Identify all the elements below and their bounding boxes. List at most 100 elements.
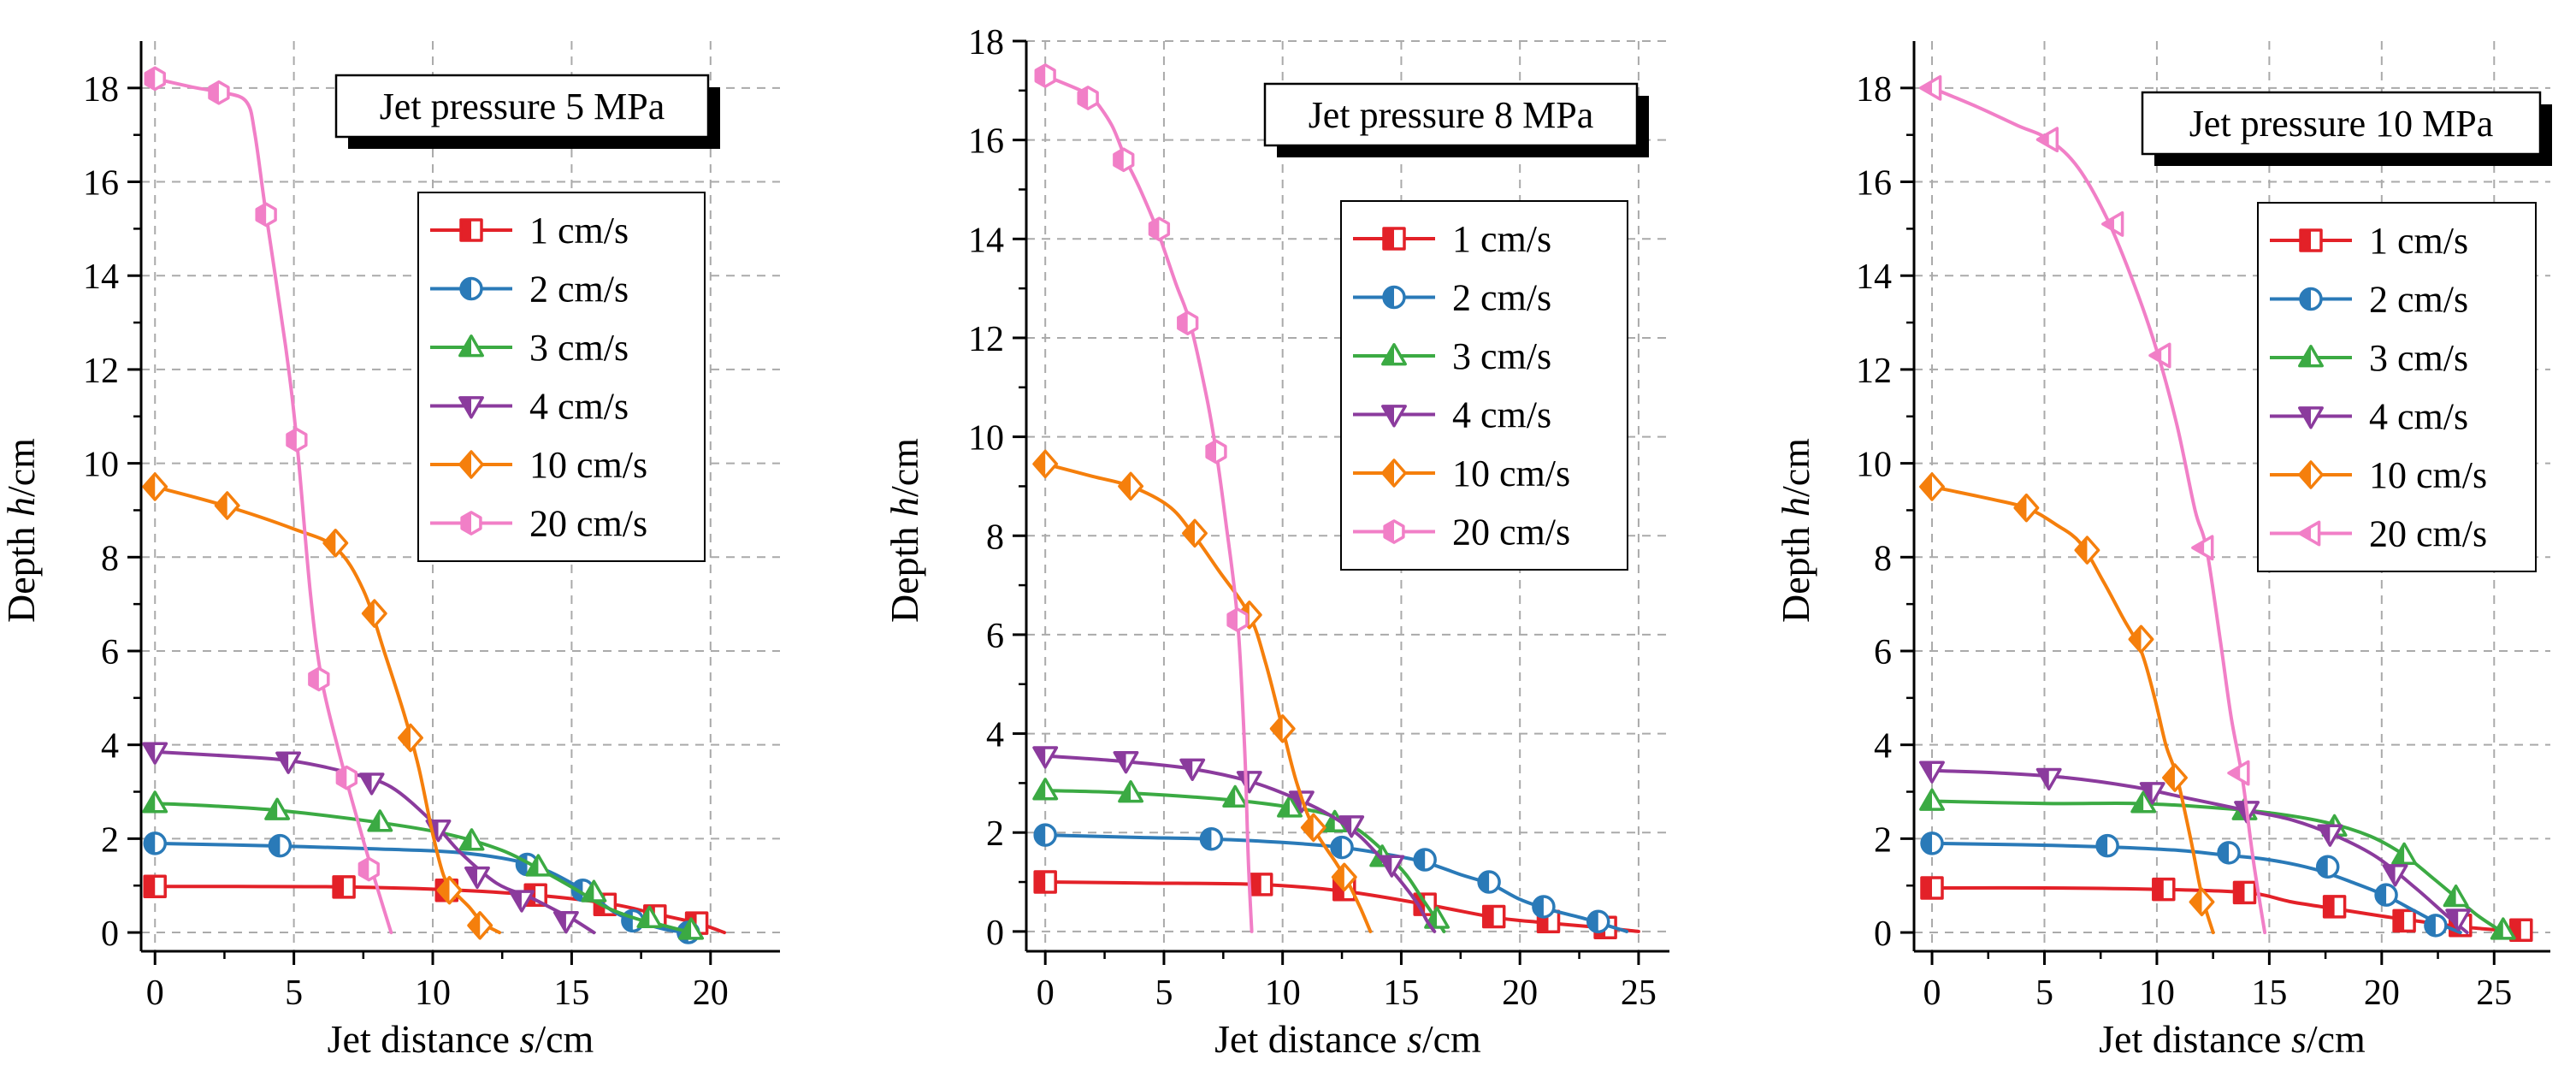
legend-marker	[2298, 345, 2324, 368]
series-2-cm-s	[1920, 831, 2462, 938]
data-point	[2128, 624, 2154, 654]
data-point	[1919, 788, 1945, 811]
legend-item: 1 cm/s	[2270, 220, 2468, 262]
legend-item: 20 cm/s	[430, 503, 647, 545]
data-point	[1477, 870, 1501, 894]
data-point	[2382, 864, 2408, 887]
data-point	[1379, 855, 1405, 878]
x-tick-label: 0	[146, 974, 164, 1013]
x-tick-label: 20	[1502, 974, 1538, 1013]
y-tick-label: 2	[986, 814, 1004, 854]
data-point	[142, 742, 168, 765]
legend-label: 20 cm/s	[1452, 512, 1570, 553]
y-axis-title-unit: /cm	[883, 438, 926, 497]
data-point	[286, 427, 308, 453]
legend-label: 1 cm/s	[2369, 220, 2468, 262]
data-point	[2130, 790, 2157, 814]
data-point	[2217, 841, 2241, 865]
y-tick-label: 10	[1856, 446, 1892, 485]
legend-item: 20 cm/s	[2270, 513, 2487, 555]
data-point	[2013, 493, 2040, 523]
y-tick-label: 12	[968, 320, 1004, 359]
data-point	[1330, 835, 1354, 860]
legend-label: 4 cm/s	[1452, 394, 1551, 436]
data-point	[2490, 917, 2516, 940]
y-axis-title: Depth h/cm	[0, 438, 43, 623]
y-tick-label: 14	[968, 221, 1004, 260]
data-point	[2035, 127, 2059, 153]
data-point	[1532, 895, 1556, 919]
legend-item: 2 cm/s	[2270, 279, 2468, 321]
x-axis-title: Jet distance s/cm	[2099, 1017, 2366, 1061]
data-point	[398, 723, 423, 753]
legend-marker	[460, 511, 482, 536]
data-point	[1269, 714, 1296, 743]
data-point	[2317, 824, 2343, 847]
data-point	[2162, 763, 2188, 792]
x-tick-label: 15	[553, 974, 589, 1013]
legend-item: 2 cm/s	[430, 269, 629, 311]
y-tick-label: 0	[1874, 914, 1892, 954]
y-tick-label: 0	[101, 914, 119, 954]
data-point	[2152, 877, 2176, 902]
data-point	[367, 809, 393, 832]
y-axis-title-unit: /cm	[0, 438, 43, 497]
y-tick-label: 18	[1856, 70, 1892, 109]
legend-marker	[2299, 287, 2323, 311]
data-point	[1033, 823, 1057, 847]
series-line	[153, 485, 501, 935]
y-axis-title-prefix: Depth	[0, 517, 43, 623]
data-point	[2424, 914, 2448, 938]
data-point	[143, 831, 167, 855]
title-box-frame	[334, 74, 710, 139]
legend-item: 1 cm/s	[430, 210, 629, 252]
data-point	[458, 828, 485, 851]
data-point	[308, 666, 330, 692]
data-point	[142, 790, 168, 814]
legend-marker	[458, 396, 484, 419]
data-point	[1177, 311, 1199, 335]
data-point	[335, 765, 358, 790]
legend-marker	[2298, 460, 2324, 489]
y-tick-label: 4	[101, 727, 119, 766]
data-point	[1586, 909, 1610, 934]
legend-label: 1 cm/s	[1452, 218, 1551, 260]
y-tick-label: 14	[83, 257, 119, 297]
y-tick-label: 8	[1874, 539, 1892, 578]
legend-frame	[417, 192, 706, 562]
y-tick-label: 4	[986, 716, 1004, 755]
series-line	[153, 802, 694, 935]
data-point	[1481, 904, 1506, 929]
data-point	[1113, 147, 1135, 173]
y-tick-label: 18	[968, 23, 1004, 62]
legend-marker	[1382, 227, 1406, 251]
x-axis-title-prefix: Jet distance	[328, 1017, 520, 1061]
series-1-cm-s	[1920, 876, 2533, 943]
legend-marker	[2298, 406, 2324, 429]
data-point	[332, 875, 356, 899]
legend-label: 4 cm/s	[529, 386, 629, 428]
data-point	[361, 599, 387, 628]
legend-label: 2 cm/s	[1452, 277, 1551, 319]
y-tick-label: 16	[83, 164, 119, 204]
legend-item: 10 cm/s	[2270, 454, 2487, 496]
y-tick-label: 6	[1874, 633, 1892, 672]
data-point	[2227, 760, 2250, 786]
series-line	[1043, 462, 1373, 933]
x-axis-title-variable: s	[2291, 1017, 2307, 1061]
data-point	[2101, 210, 2124, 237]
y-axis-title-variable: h	[0, 497, 43, 517]
legend-item: 4 cm/s	[430, 386, 629, 428]
data-point	[2391, 842, 2418, 865]
series-line	[1930, 485, 2215, 935]
y-axis-title: Depth h/cm	[883, 438, 926, 623]
data-point	[1300, 813, 1326, 843]
legend-label: 3 cm/s	[529, 327, 629, 369]
series-line	[1043, 74, 1254, 933]
x-axis-title: Jet distance s/cm	[1214, 1017, 1481, 1061]
legend: 1 cm/s 2 cm/s 3 cm/s 4 cm/s 10 cm/s 20 cm/s	[1340, 200, 1628, 571]
data-point	[1032, 449, 1059, 479]
data-point	[525, 854, 552, 877]
data-point	[1919, 74, 1942, 101]
